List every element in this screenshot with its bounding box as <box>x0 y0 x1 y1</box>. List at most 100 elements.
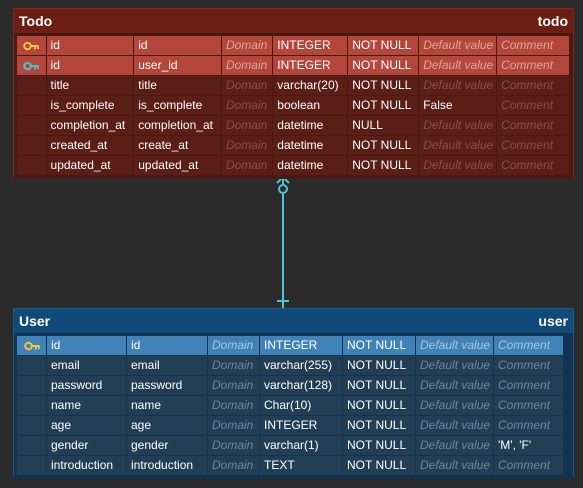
attribute-type[interactable]: datetime <box>273 116 348 135</box>
attribute-type[interactable]: INTEGER <box>260 336 342 355</box>
attribute-domain[interactable]: Domain <box>208 356 259 375</box>
attribute-physical-name[interactable]: is_complete <box>134 96 221 115</box>
attribute-comment[interactable]: Comment <box>497 156 570 175</box>
attribute-comment[interactable]: Comment <box>497 136 570 155</box>
attribute-comment[interactable]: Comment <box>494 376 563 395</box>
attribute-not-null[interactable]: NOT NULL <box>348 156 419 175</box>
attribute-default[interactable]: Default value <box>419 36 497 55</box>
attribute-domain[interactable]: Domain <box>221 136 273 155</box>
attribute-logical-name[interactable]: gender <box>47 436 126 455</box>
attribute-domain[interactable]: Domain <box>208 336 259 355</box>
attribute-logical-name[interactable]: introduction <box>47 456 126 475</box>
attribute-type[interactable]: Char(10) <box>260 396 342 415</box>
attribute-logical-name[interactable]: completion_at <box>46 116 134 135</box>
attribute-default[interactable]: Default value <box>416 436 493 455</box>
attribute-type[interactable]: TEXT <box>260 456 342 475</box>
attribute-type[interactable]: INTEGER <box>273 36 348 55</box>
attribute-physical-name[interactable]: user_id <box>134 56 221 75</box>
attribute-row[interactable]: updated_at updated_at Domain datetime NOT NU… <box>17 156 570 176</box>
attribute-row[interactable]: id user_id Domain INTEGER NOT NULL Default va… <box>17 56 570 76</box>
attribute-domain[interactable]: Domain <box>221 56 273 75</box>
attribute-default[interactable]: Default value <box>416 376 493 395</box>
attribute-row[interactable]: introduction introduction Domain TEXT NOT NU… <box>17 456 570 476</box>
attribute-row[interactable]: id id Domain INTEGER NOT NULL Default value Co… <box>17 336 570 356</box>
attribute-domain[interactable]: Domain <box>221 76 273 95</box>
attribute-not-null[interactable]: NOT NULL <box>343 376 415 395</box>
attribute-comment[interactable]: Comment <box>497 96 570 115</box>
attribute-logical-name[interactable]: created_at <box>46 136 134 155</box>
attribute-domain[interactable]: Domain <box>221 36 273 55</box>
attribute-not-null[interactable]: NOT NULL <box>348 96 419 115</box>
attribute-comment[interactable]: Comment <box>494 416 563 435</box>
attribute-physical-name[interactable]: name <box>127 396 207 415</box>
attribute-comment[interactable]: Comment <box>494 336 563 355</box>
attribute-logical-name[interactable]: updated_at <box>46 156 134 175</box>
attribute-type[interactable]: datetime <box>273 136 348 155</box>
attribute-default[interactable]: Default value <box>419 156 497 175</box>
attribute-domain[interactable]: Domain <box>208 456 259 475</box>
attribute-type[interactable]: varchar(255) <box>260 356 342 375</box>
attribute-physical-name[interactable]: create_at <box>134 136 221 155</box>
attribute-physical-name[interactable]: age <box>127 416 207 435</box>
attribute-default[interactable]: Default value <box>419 76 497 95</box>
attribute-comment[interactable]: Comment <box>494 456 563 475</box>
attribute-domain[interactable]: Domain <box>221 156 273 175</box>
attribute-not-null[interactable]: NOT NULL <box>343 336 415 355</box>
attribute-physical-name[interactable]: title <box>134 76 221 95</box>
attribute-not-null[interactable]: NOT NULL <box>343 416 415 435</box>
attribute-default[interactable]: Default value <box>416 356 493 375</box>
attribute-domain[interactable]: Domain <box>208 416 259 435</box>
attribute-domain[interactable]: Domain <box>221 116 273 135</box>
attribute-row[interactable]: created_at create_at Domain datetime NOT NUL… <box>17 136 570 156</box>
attribute-default[interactable]: Default value <box>419 116 497 135</box>
attribute-type[interactable]: datetime <box>273 156 348 175</box>
attribute-type[interactable]: boolean <box>273 96 348 115</box>
attribute-comment[interactable]: Comment <box>497 36 570 55</box>
attribute-logical-name[interactable]: id <box>47 336 126 355</box>
attribute-not-null[interactable]: NULL <box>348 116 419 135</box>
attribute-not-null[interactable]: NOT NULL <box>348 56 419 75</box>
attribute-not-null[interactable]: NOT NULL <box>348 136 419 155</box>
attribute-row[interactable]: completion_at completion_at Domain datetime… <box>17 116 570 136</box>
entity-header[interactable]: User user <box>14 309 573 333</box>
attribute-physical-name[interactable]: gender <box>127 436 207 455</box>
attribute-physical-name[interactable]: completion_at <box>134 116 221 135</box>
attribute-domain[interactable]: Domain <box>208 396 259 415</box>
attribute-physical-name[interactable]: introduction <box>127 456 207 475</box>
attribute-row[interactable]: name name Domain Char(10) NOT NULL Default va… <box>17 396 570 416</box>
entity-todo[interactable]: Todo todo id id Domain INTEGER NOT NULL Defau… <box>13 8 574 179</box>
attribute-row[interactable]: email email Domain varchar(255) NOT NULL Defa… <box>17 356 570 376</box>
attribute-domain[interactable]: Domain <box>208 376 259 395</box>
attribute-logical-name[interactable]: age <box>47 416 126 435</box>
attribute-not-null[interactable]: NOT NULL <box>348 36 419 55</box>
attribute-logical-name[interactable]: title <box>46 76 134 95</box>
attribute-physical-name[interactable]: id <box>134 36 221 55</box>
attribute-domain[interactable]: Domain <box>208 436 259 455</box>
attribute-default[interactable]: Default value <box>419 136 497 155</box>
attribute-type[interactable]: varchar(20) <box>273 76 348 95</box>
attribute-physical-name[interactable]: updated_at <box>134 156 221 175</box>
attribute-row[interactable]: is_complete is_complete Domain boolean NOT N… <box>17 96 570 116</box>
attribute-row[interactable]: password password Domain varchar(128) NOT NU… <box>17 376 570 396</box>
attribute-not-null[interactable]: NOT NULL <box>348 76 419 95</box>
attribute-row[interactable]: title title Domain varchar(20) NOT NULL Defau… <box>17 76 570 96</box>
attribute-comment[interactable]: Comment <box>497 56 570 75</box>
attribute-row[interactable]: gender gender Domain varchar(1) NOT NULL Defa… <box>17 436 570 456</box>
attribute-comment[interactable]: 'M', 'F' <box>494 436 563 455</box>
attribute-type[interactable]: INTEGER <box>260 416 342 435</box>
attribute-default[interactable]: Default value <box>416 336 493 355</box>
attribute-physical-name[interactable]: email <box>127 356 207 375</box>
attribute-domain[interactable]: Domain <box>221 96 273 115</box>
attribute-logical-name[interactable]: password <box>47 376 126 395</box>
entity-header[interactable]: Todo todo <box>14 9 573 33</box>
attribute-default[interactable]: False <box>419 96 497 115</box>
attribute-not-null[interactable]: NOT NULL <box>343 456 415 475</box>
attribute-physical-name[interactable]: password <box>127 376 207 395</box>
attribute-row[interactable]: age age Domain INTEGER NOT NULL Default value… <box>17 416 570 436</box>
attribute-logical-name[interactable]: id <box>46 56 134 75</box>
attribute-default[interactable]: Default value <box>416 416 493 435</box>
attribute-default[interactable]: Default value <box>416 456 493 475</box>
attribute-logical-name[interactable]: is_complete <box>46 96 134 115</box>
attribute-comment[interactable]: Comment <box>497 76 570 95</box>
